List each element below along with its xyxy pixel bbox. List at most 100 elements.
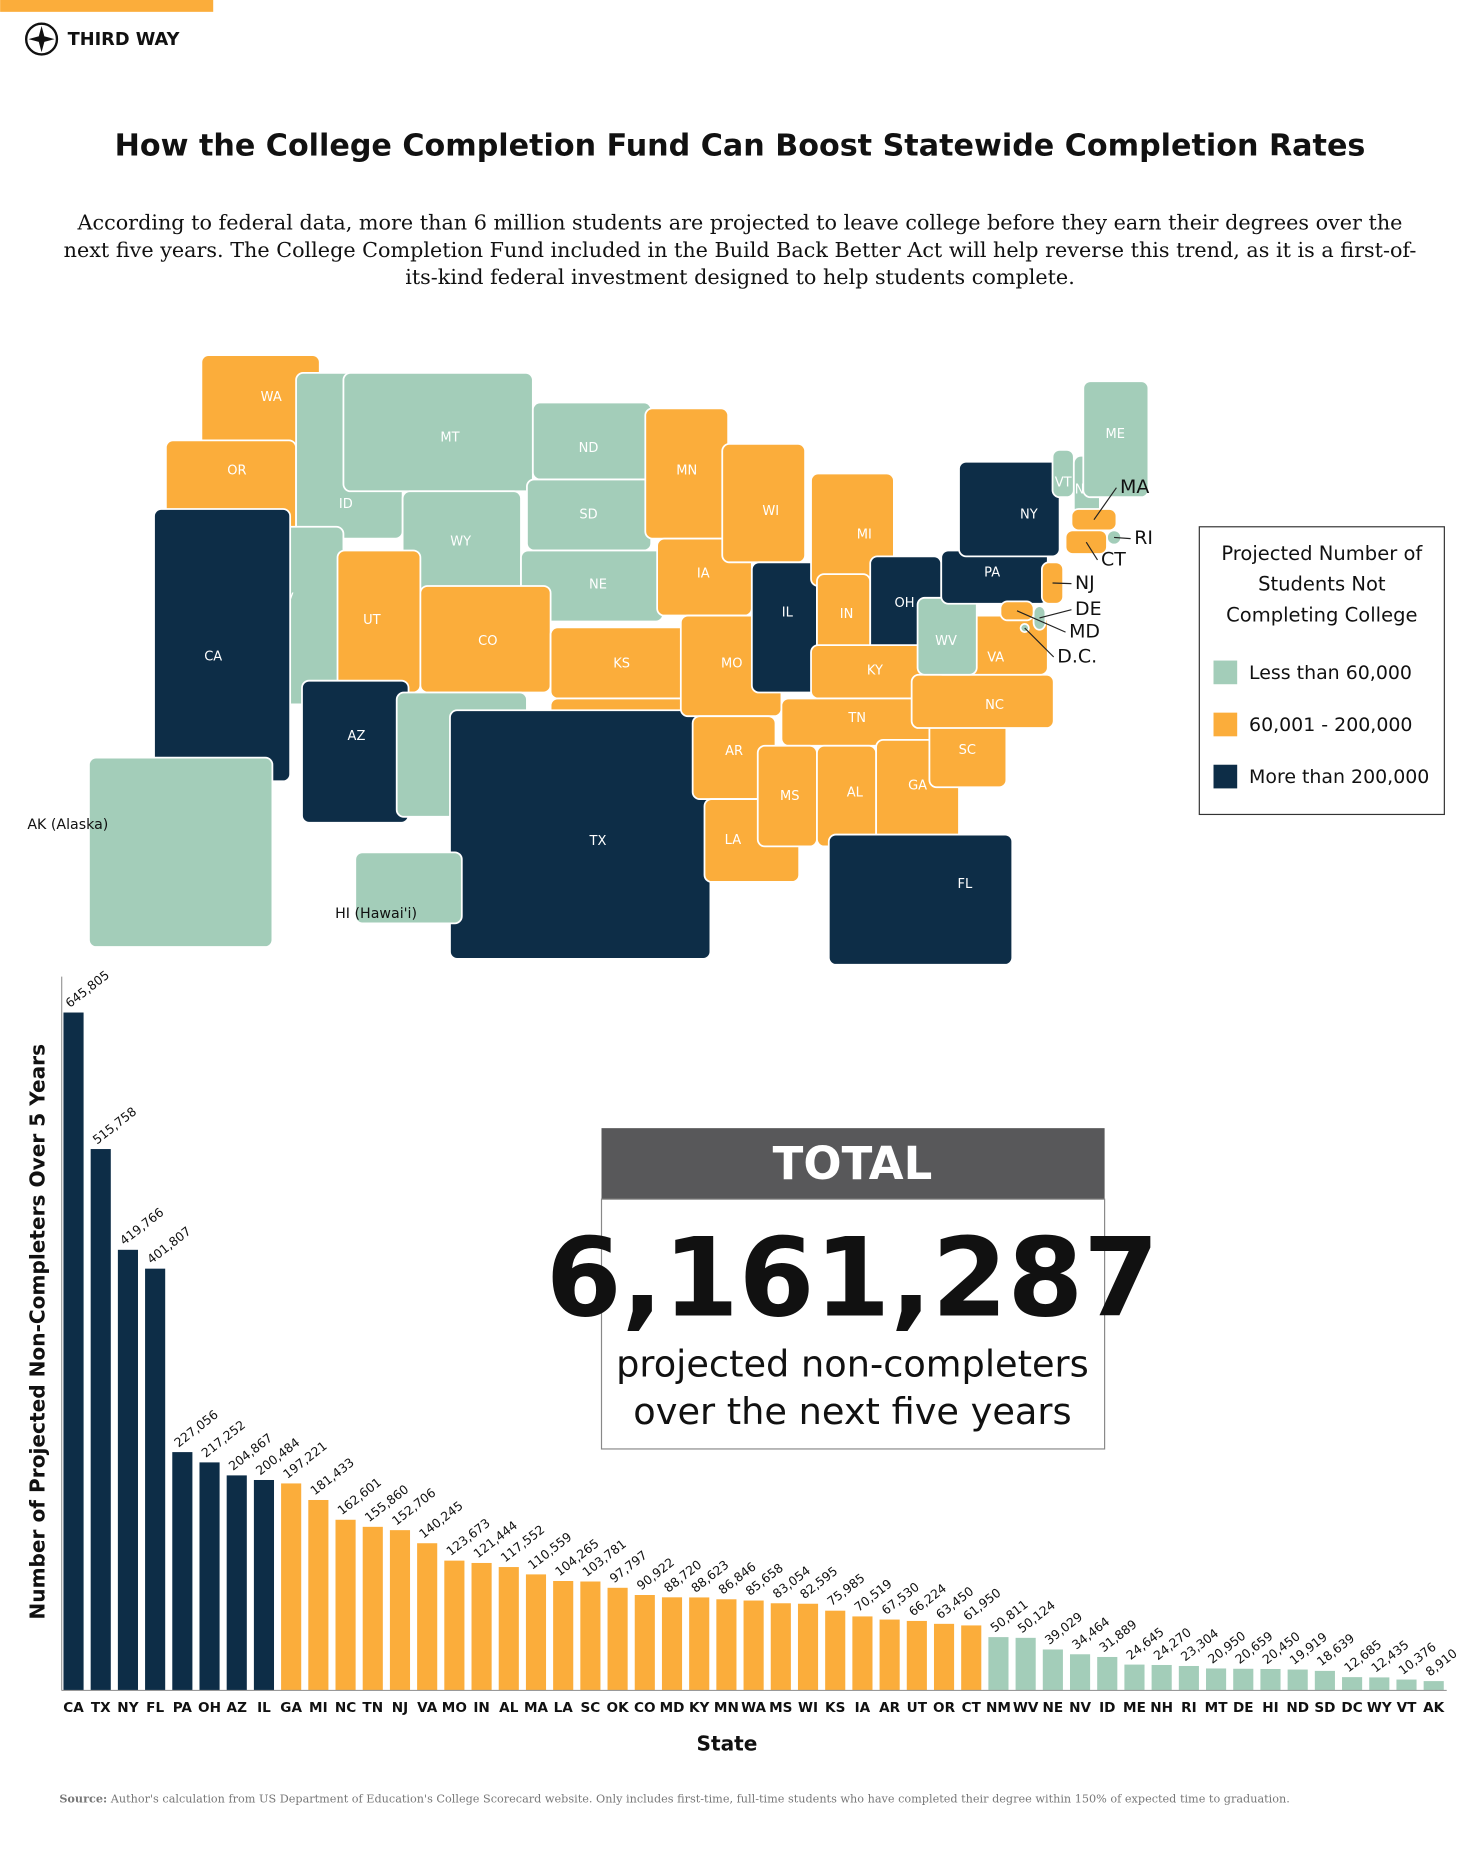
callout-line: [1085, 541, 1099, 561]
state-label: NJ: [1075, 572, 1095, 594]
x-tick-label: NE: [1043, 1700, 1064, 1716]
state-label: KY: [867, 664, 883, 679]
value-label: 645,805: [62, 967, 112, 1010]
state-label: MS: [780, 789, 800, 804]
bar: [607, 1587, 628, 1691]
x-tick-label: HI: [1262, 1700, 1278, 1716]
bar: [253, 1479, 275, 1691]
x-tick-label: NH: [1150, 1700, 1173, 1716]
x-tick-label: OK: [607, 1700, 630, 1716]
bar: [1396, 1679, 1417, 1691]
bar: [362, 1526, 383, 1691]
state-label: VT: [1055, 475, 1072, 490]
bar: [852, 1616, 873, 1691]
bar: [689, 1597, 710, 1691]
state-label: ID: [339, 497, 353, 512]
bar: [716, 1599, 737, 1691]
state-label: DE: [1075, 598, 1102, 620]
state-label: TN: [847, 711, 866, 726]
legend-swatch: [1213, 764, 1238, 789]
x-tick-label: DE: [1233, 1700, 1254, 1716]
x-tick-label: CO: [634, 1700, 656, 1716]
state-label: RI: [1134, 527, 1153, 549]
state-label: KS: [613, 657, 630, 672]
x-tick-label: OH: [198, 1700, 221, 1716]
x-tick-label: TX: [91, 1700, 111, 1716]
page-title: How the College Completion Fund Can Boos…: [115, 128, 1366, 163]
value-label: 515,758: [90, 1104, 140, 1147]
state-shape: [153, 508, 292, 783]
bar: [117, 1249, 138, 1691]
state-label: AK (Alaska): [27, 817, 108, 833]
bar: [1287, 1669, 1308, 1691]
logo-text: THIRD WAY: [68, 30, 181, 50]
callout-line: [1016, 610, 1066, 633]
x-tick-label: GA: [280, 1700, 302, 1716]
legend-label: More than 200,000: [1249, 766, 1429, 788]
state-label: GA: [908, 779, 927, 794]
state-shape: [301, 679, 410, 824]
legend-title-box: Projected Number of Students Not Complet…: [1221, 542, 1422, 626]
total-value: 6,161,287: [546, 1214, 1159, 1341]
x-tick-label: SC: [580, 1700, 600, 1716]
x-tick-label: ME: [1123, 1700, 1146, 1716]
total-header: [601, 1128, 1105, 1200]
x-tick-label: IA: [855, 1700, 871, 1716]
state-label: SD: [579, 507, 597, 522]
bar: [90, 1149, 111, 1691]
x-tick-label: PA: [173, 1700, 193, 1716]
total-box: TOTAL 6,161,287 projected non-completers…: [546, 1128, 1159, 1450]
x-tick-label: NJ: [392, 1700, 408, 1716]
state-label: MT: [440, 431, 459, 446]
callout-line: [1024, 627, 1055, 658]
bar: [1015, 1637, 1036, 1691]
bar: [389, 1530, 411, 1691]
x-tick-label: MI: [309, 1700, 328, 1716]
state-label: MO: [721, 657, 742, 672]
state-shape: [1070, 508, 1118, 532]
state-label: AR: [725, 744, 743, 759]
state-label: CT: [1101, 548, 1126, 570]
state-label: NC: [985, 698, 1004, 713]
state-label: OH: [895, 596, 915, 611]
bar: [1097, 1656, 1118, 1691]
total-caption: projected non-completers: [616, 1343, 1089, 1386]
x-tick-label: ID: [1099, 1700, 1115, 1716]
state-label: D.C.: [1057, 646, 1097, 668]
bar: [553, 1581, 574, 1691]
state-label: IN: [840, 607, 854, 622]
state-shape: [910, 673, 1055, 729]
state-label: OR: [227, 464, 246, 479]
source-label: Source:: [59, 1791, 107, 1805]
bar: [63, 1012, 84, 1691]
x-tick-label: AL: [499, 1700, 519, 1716]
bar: [770, 1603, 791, 1691]
state-label: SC: [959, 743, 976, 758]
state-label: IA: [697, 567, 710, 582]
state-label: TX: [589, 834, 607, 849]
source-note: Source: Author's calculation from US Dep…: [59, 1791, 1290, 1805]
map: WAORIDMTWYNDSDNENVCAUTCOAZNMKSOKTXMNIAMO…: [27, 354, 1153, 966]
state-label: MA: [1120, 476, 1149, 498]
y-axis-title: Number of Projected Non-Completers Over …: [26, 1044, 50, 1620]
total-heading: TOTAL: [773, 1137, 933, 1190]
value-label: 401,807: [144, 1223, 194, 1266]
x-tick-label: RI: [1181, 1700, 1197, 1716]
state-label: WI: [762, 504, 779, 519]
bar: [1042, 1649, 1063, 1691]
total-body: [600, 1198, 1106, 1450]
bar: [1423, 1681, 1444, 1691]
bar: [281, 1483, 302, 1691]
state-label: UT: [363, 613, 381, 628]
bar: [825, 1610, 846, 1691]
state-shape: [958, 460, 1061, 558]
x-tick-label: VT: [1397, 1700, 1418, 1716]
x-tick-label: LA: [554, 1700, 574, 1716]
x-tick-label: MN: [714, 1700, 739, 1716]
state-label: WY: [450, 535, 471, 550]
bar: [961, 1625, 982, 1691]
state-label: WV: [935, 634, 957, 649]
state-label: CA: [204, 650, 222, 665]
